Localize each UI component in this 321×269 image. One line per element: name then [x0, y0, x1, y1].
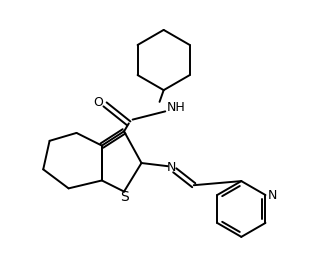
Text: NH: NH: [167, 101, 186, 114]
Text: N: N: [167, 161, 176, 174]
Text: N: N: [268, 189, 277, 201]
Text: O: O: [93, 96, 103, 109]
Text: S: S: [120, 190, 128, 204]
